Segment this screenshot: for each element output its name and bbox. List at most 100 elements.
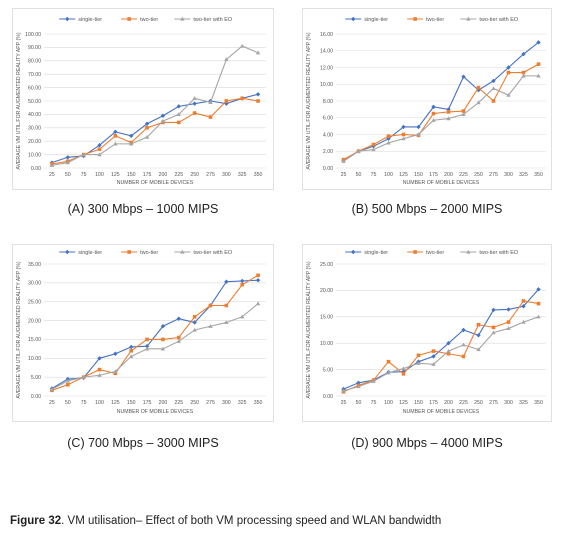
data-point [97, 373, 102, 377]
chart-b-frame [302, 8, 552, 190]
x-tick-label: 200 [159, 172, 168, 178]
data-point [255, 278, 261, 283]
y-tick-label: 70.00 [28, 72, 41, 78]
chart-a-x-axis-label: NUMBER OF MOBILE DEVICES [117, 180, 194, 186]
y-tick-label: 90.00 [28, 45, 41, 51]
data-point [255, 92, 261, 97]
chart-d-legend: single-tier two-tier two-tier with EO [345, 249, 519, 256]
series-line [51, 97, 259, 165]
legend-label: single-tier [364, 250, 388, 256]
legend-marker [180, 16, 185, 21]
chart-c-y-axis-label: AVERAGE VM UTIL.FOR AUGMENTED REALITY AP… [16, 261, 22, 398]
data-point [476, 100, 481, 105]
line-chart-a: 0.00 10.00 20.00 30.00 40.00 50.00 60.00 70.00 8… [12, 8, 274, 190]
x-tick-label: 75 [81, 172, 87, 178]
chart-a-y-axis-label: AVERAGE VM UTIL.FOR AUGMENTED REALITY AP… [16, 32, 22, 169]
y-tick-label: 6.00 [323, 116, 333, 122]
legend-label: two-tier with EO [479, 250, 519, 256]
data-point [176, 112, 181, 116]
data-point [160, 118, 166, 123]
data-point [401, 372, 406, 376]
data-point [240, 314, 245, 319]
data-point [401, 366, 406, 371]
data-point [416, 353, 421, 358]
x-tick-label: 150 [127, 172, 136, 178]
legend-label: single-tier [78, 17, 102, 23]
x-tick-label: 275 [489, 172, 498, 178]
data-point [446, 351, 451, 356]
legend-marker [65, 16, 70, 22]
x-tick-label: 125 [399, 172, 408, 178]
legend-marker [180, 249, 185, 254]
x-tick-label: 300 [222, 172, 231, 178]
x-tick-label: 325 [238, 400, 247, 406]
x-tick-label: 25 [341, 400, 347, 406]
data-point [129, 344, 134, 350]
legend-item: two-tier with EO [174, 16, 233, 23]
legend-marker [466, 16, 471, 21]
data-point [176, 316, 181, 321]
x-tick-label: 225 [174, 172, 183, 178]
y-tick-label: 0.00 [31, 394, 41, 400]
y-tick-label: 2.00 [323, 149, 333, 155]
series-line [51, 274, 259, 391]
legend-label: two-tier with EO [193, 17, 233, 23]
data-point [476, 87, 481, 93]
series-two-tier-with-EO [341, 73, 541, 163]
legend-marker [413, 17, 417, 21]
data-point [160, 324, 166, 329]
x-tick-label: 200 [159, 400, 168, 406]
y-tick-label: 30.00 [28, 126, 41, 132]
y-tick-label: 12.00 [320, 65, 333, 71]
x-tick-label: 25 [49, 172, 55, 178]
data-point [192, 111, 197, 115]
data-point [506, 320, 511, 324]
x-tick-label: 175 [429, 400, 438, 406]
chart-c-x-axis-label: NUMBER OF MOBILE DEVICES [117, 409, 194, 415]
x-tick-label: 100 [95, 400, 104, 406]
data-point [208, 303, 213, 308]
data-point [401, 136, 406, 141]
legend-label: two-tier [426, 17, 444, 23]
data-point [401, 132, 406, 137]
legend-item: single-tier [345, 16, 388, 23]
x-tick-label: 225 [459, 400, 468, 406]
data-point [491, 86, 496, 91]
data-point [65, 155, 70, 160]
data-point [356, 384, 361, 389]
line-chart-b: 0.00 2.00 4.00 6.00 8.00 10.00 12.00 14.00 16.00… [302, 8, 552, 190]
x-tick-label: 75 [371, 172, 377, 178]
data-point [176, 335, 181, 340]
legend-label: two-tier [140, 17, 158, 23]
data-point [240, 96, 245, 101]
legend-label: two-tier with EO [479, 17, 519, 23]
y-tick-label: 5.00 [31, 375, 41, 381]
series-two-tier-with-EO [49, 43, 261, 167]
series-line [51, 303, 259, 390]
data-point [431, 111, 436, 116]
data-point [192, 320, 197, 325]
legend-marker [127, 250, 131, 254]
y-tick-label: 5.00 [323, 367, 333, 373]
x-tick-label: 350 [534, 400, 543, 406]
x-tick-label: 300 [504, 400, 513, 406]
x-tick-label: 300 [222, 400, 231, 406]
legend-item: two-tier with EO [174, 249, 233, 256]
x-tick-label: 25 [341, 172, 347, 178]
data-point [416, 361, 421, 365]
data-point [461, 327, 466, 333]
y-tick-label: 14.00 [320, 49, 333, 55]
y-tick-label: 15.00 [28, 337, 41, 343]
x-tick-label: 125 [111, 172, 120, 178]
data-point [386, 140, 391, 145]
legend-label: two-tier [426, 250, 444, 256]
data-point [224, 303, 229, 308]
y-tick-label: 20.00 [320, 288, 333, 294]
x-tick-label: 250 [474, 172, 483, 178]
x-tick-label: 225 [174, 400, 183, 406]
chart-d-y-axis-label: AVERAGE VM UTIL.FOR AUGMENTED REALITY AP… [306, 261, 312, 398]
x-tick-label: 50 [356, 172, 362, 178]
series-two-tier [341, 62, 541, 162]
data-point [144, 344, 150, 349]
chart-b-caption: (B) 500 Mbps – 2000 MIPS [351, 202, 503, 216]
